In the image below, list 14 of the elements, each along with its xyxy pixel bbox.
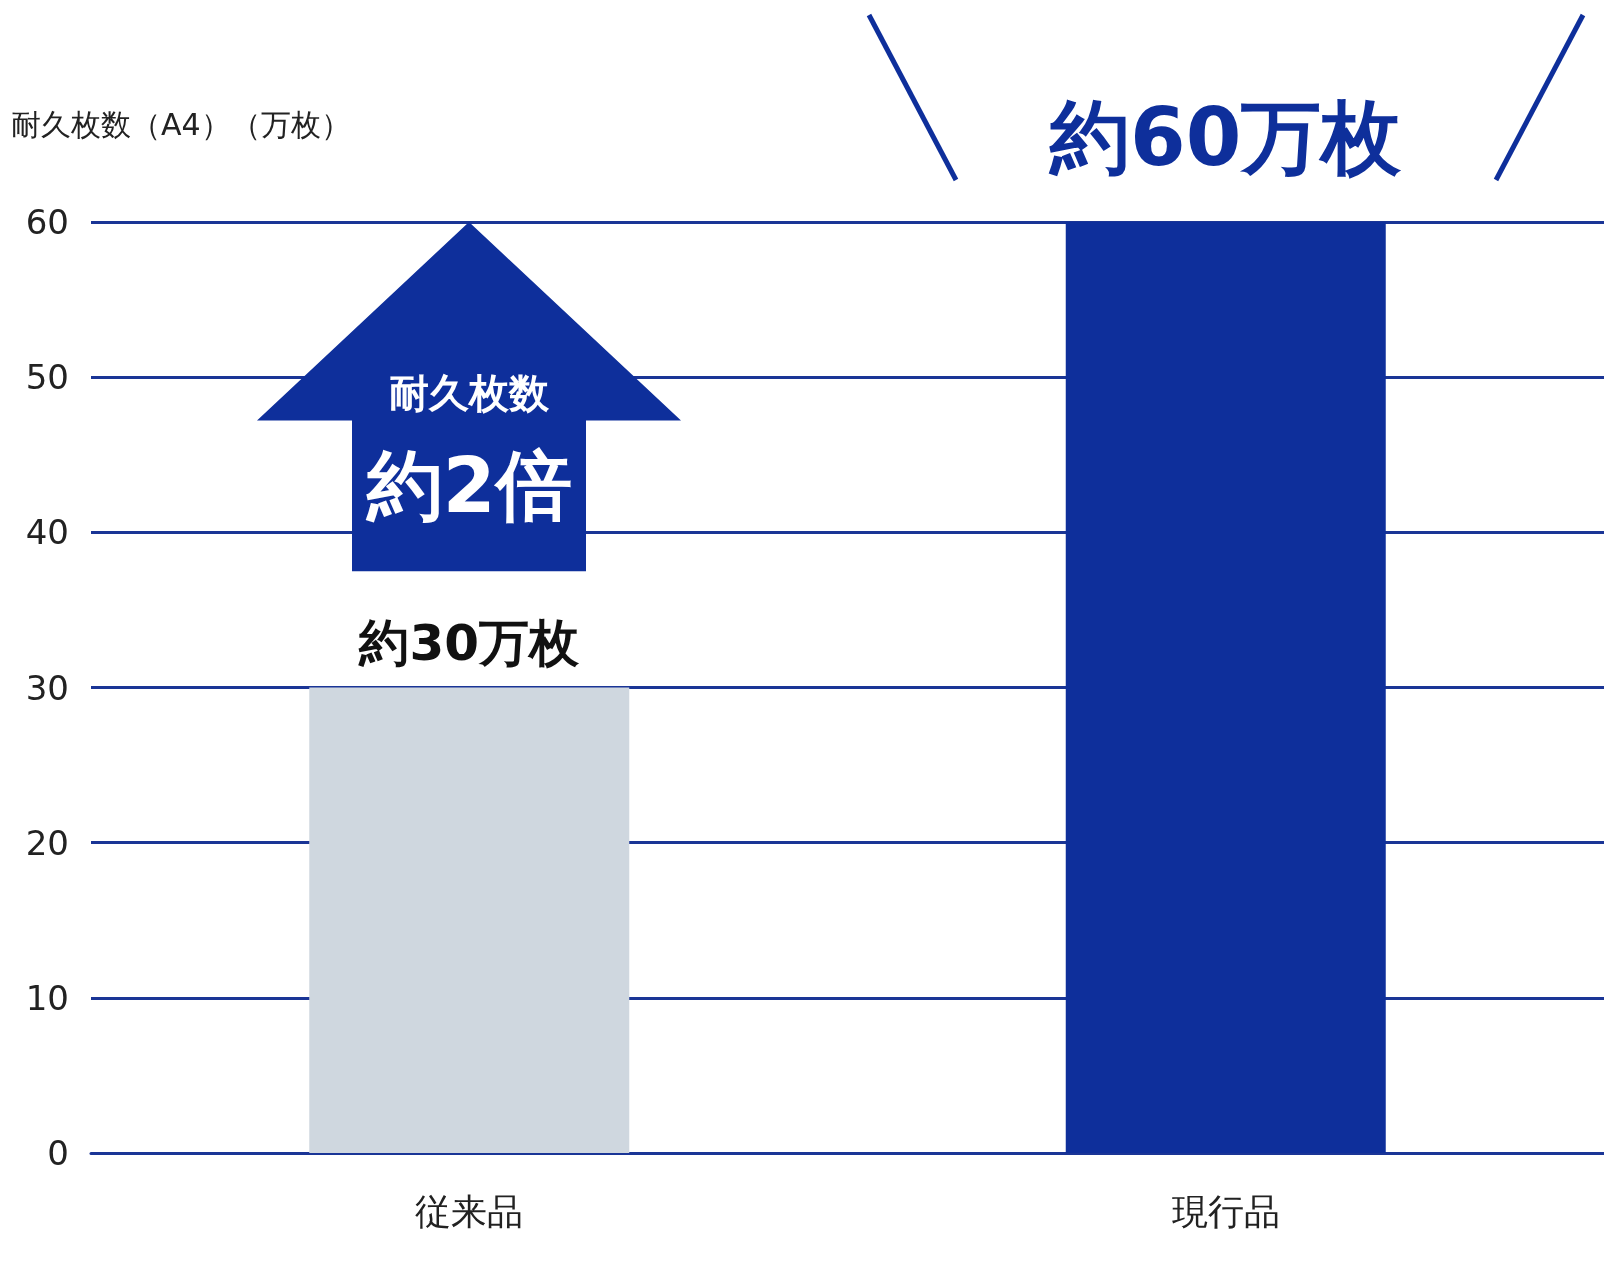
x-tick-label: 現行品 <box>1171 1190 1280 1232</box>
data-label: 約60万枚 <box>1048 90 1403 184</box>
y-tick-label: 0 <box>47 1133 69 1173</box>
x-tick-label: 従来品 <box>415 1190 524 1232</box>
y-tick-label: 10 <box>25 977 69 1018</box>
annotation: 約2倍 <box>365 439 573 532</box>
y-tick-label: 60 <box>25 202 69 242</box>
annotation: 耐久枚数 <box>388 368 551 418</box>
y-tick-label: 50 <box>25 357 69 398</box>
y-axis-title: 耐久枚数（A4）（万枚） <box>11 106 351 142</box>
y-tick-label: 30 <box>25 667 69 708</box>
data-label: 約30万枚 <box>358 613 581 672</box>
y-tick-label: 40 <box>25 512 69 553</box>
y-tick-label: 20 <box>25 822 69 863</box>
